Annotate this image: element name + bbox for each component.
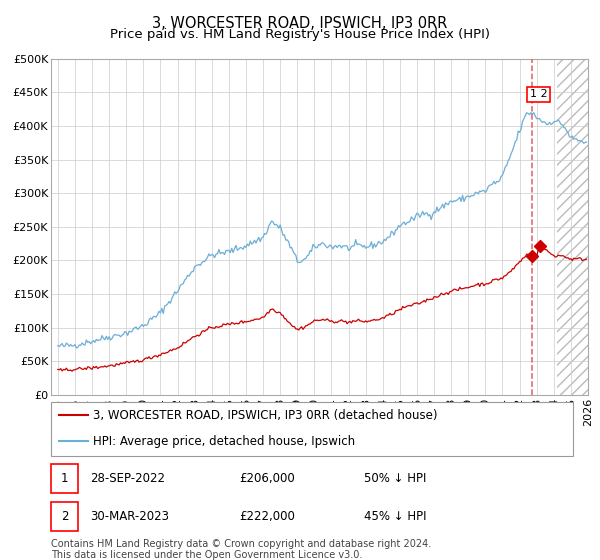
Text: 2: 2 bbox=[61, 510, 68, 523]
Text: 3, WORCESTER ROAD, IPSWICH, IP3 0RR: 3, WORCESTER ROAD, IPSWICH, IP3 0RR bbox=[152, 16, 448, 31]
Text: £222,000: £222,000 bbox=[239, 510, 295, 523]
Text: Price paid vs. HM Land Registry's House Price Index (HPI): Price paid vs. HM Land Registry's House … bbox=[110, 28, 490, 41]
Text: 1 2: 1 2 bbox=[530, 90, 547, 100]
Text: £206,000: £206,000 bbox=[239, 472, 295, 486]
Bar bbox=[51, 502, 78, 531]
Text: 3, WORCESTER ROAD, IPSWICH, IP3 0RR (detached house): 3, WORCESTER ROAD, IPSWICH, IP3 0RR (det… bbox=[93, 409, 437, 422]
Text: 28-SEP-2022: 28-SEP-2022 bbox=[90, 472, 165, 486]
Text: Contains HM Land Registry data © Crown copyright and database right 2024.
This d: Contains HM Land Registry data © Crown c… bbox=[51, 539, 431, 560]
Text: 30-MAR-2023: 30-MAR-2023 bbox=[90, 510, 169, 523]
Text: HPI: Average price, detached house, Ipswich: HPI: Average price, detached house, Ipsw… bbox=[93, 435, 355, 447]
Bar bbox=[51, 464, 78, 493]
Text: 50% ↓ HPI: 50% ↓ HPI bbox=[364, 472, 427, 486]
Text: 1: 1 bbox=[61, 472, 68, 486]
Text: 45% ↓ HPI: 45% ↓ HPI bbox=[364, 510, 427, 523]
